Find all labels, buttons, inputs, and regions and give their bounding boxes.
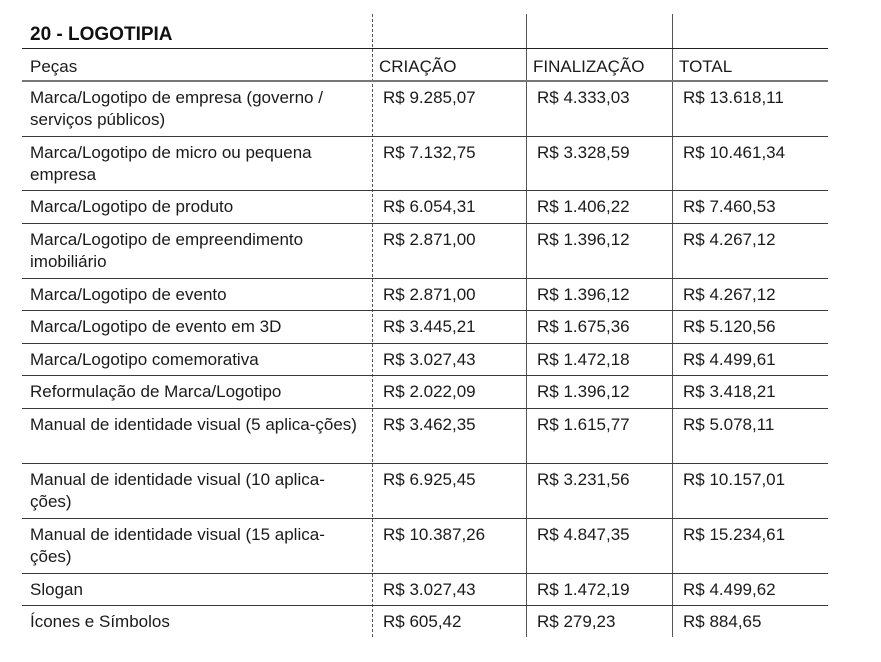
item-name: Marca/Logotipo de evento <box>30 285 227 304</box>
item-name: Marca/Logotipo comemorativa <box>30 350 259 369</box>
table-row: Slogan R$ 3.027,43 R$ 1.472,19 R$ 4.499,… <box>22 574 828 606</box>
finalizacao-value: R$ 4.333,03 <box>537 88 630 107</box>
total-value: R$ 4.267,12 <box>683 285 776 304</box>
total-value: R$ 15.234,61 <box>683 525 786 544</box>
table-row: Manual de identidade visual (15 aplica-ç… <box>22 519 828 574</box>
item-name: Manual de identidade visual (10 aplica-ç… <box>30 470 325 511</box>
total-value: R$ 3.418,21 <box>683 382 776 401</box>
table-row: Marca/Logotipo de evento em 3D R$ 3.445,… <box>22 311 828 344</box>
finalizacao-value: R$ 3.231,56 <box>537 470 630 489</box>
table-row: Ícones e Símbolos R$ 605,42 R$ 279,23 R$… <box>22 606 828 638</box>
finalizacao-value: R$ 1.406,22 <box>537 197 630 216</box>
item-name: Ícones e Símbolos <box>30 612 170 631</box>
item-name: Manual de identidade visual (5 aplica-çõ… <box>30 415 357 434</box>
criacao-value: R$ 3.445,21 <box>383 317 476 336</box>
total-value: R$ 10.157,01 <box>683 470 786 489</box>
criacao-value: R$ 2.022,09 <box>383 382 476 401</box>
item-name: Marca/Logotipo de produto <box>30 197 234 216</box>
finalizacao-value: R$ 1.675,36 <box>537 317 630 336</box>
finalizacao-value: R$ 4.847,35 <box>537 525 630 544</box>
total-value: R$ 4.499,61 <box>683 350 776 369</box>
column-header-finalizacao: FINALIZAÇÃO <box>533 57 645 76</box>
criacao-value: R$ 10.387,26 <box>383 525 486 544</box>
table-header-row: Peças CRIAÇÃO FINALIZAÇÃO TOTAL <box>22 49 828 82</box>
table-row: Marca/Logotipo de empresa (governo / ser… <box>22 82 828 137</box>
criacao-value: R$ 2.871,00 <box>383 230 476 249</box>
item-name: Marca/Logotipo de evento em 3D <box>30 317 282 336</box>
column-header-total: TOTAL <box>679 57 733 76</box>
criacao-value: R$ 605,42 <box>383 612 462 631</box>
table-row: Marca/Logotipo de empreendimento imobili… <box>22 224 828 279</box>
table-row: Marca/Logotipo de evento R$ 2.871,00 R$ … <box>22 279 828 311</box>
section-title: 20 - LOGOTIPIA <box>30 24 173 45</box>
criacao-value: R$ 3.027,43 <box>383 580 476 599</box>
item-name: Slogan <box>30 580 83 599</box>
item-name: Marca/Logotipo de empreendimento imobili… <box>30 230 304 271</box>
criacao-value: R$ 2.871,00 <box>383 285 476 304</box>
criacao-value: R$ 3.462,35 <box>383 415 476 434</box>
total-value: R$ 4.267,12 <box>683 230 776 249</box>
finalizacao-value: R$ 1.396,12 <box>537 285 630 304</box>
column-divider <box>672 14 673 637</box>
finalizacao-value: R$ 1.615,77 <box>537 415 630 434</box>
table-row: Marca/Logotipo comemorativa R$ 3.027,43 … <box>22 344 828 376</box>
total-value: R$ 884,65 <box>683 612 762 631</box>
section-title-row: 20 - LOGOTIPIA <box>22 14 828 49</box>
total-value: R$ 10.461,34 <box>683 143 786 162</box>
column-header-criacao: CRIAÇÃO <box>379 57 457 76</box>
table-row: Manual de identidade visual (10 aplica-ç… <box>22 464 828 519</box>
item-name: Manual de identidade visual (15 aplica-ç… <box>30 525 325 566</box>
total-value: R$ 4.499,62 <box>683 580 776 599</box>
criacao-value: R$ 9.285,07 <box>383 88 476 107</box>
item-name: Reformulação de Marca/Logotipo <box>30 382 282 401</box>
table-row: Marca/Logotipo de produto R$ 6.054,31 R$… <box>22 191 828 224</box>
total-value: R$ 13.618,11 <box>683 88 784 107</box>
finalizacao-value: R$ 279,23 <box>537 612 616 631</box>
price-table: 20 - LOGOTIPIA Peças CRIAÇÃO FINALIZAÇÃO… <box>22 14 828 638</box>
column-divider <box>372 14 373 637</box>
column-divider <box>526 14 527 637</box>
finalizacao-value: R$ 1.396,12 <box>537 382 630 401</box>
finalizacao-value: R$ 1.472,18 <box>537 350 630 369</box>
column-header-pecas: Peças <box>30 57 78 76</box>
total-value: R$ 7.460,53 <box>683 197 776 216</box>
criacao-value: R$ 6.054,31 <box>383 197 476 216</box>
table-row: Reformulação de Marca/Logotipo R$ 2.022,… <box>22 376 828 409</box>
total-value: R$ 5.078,11 <box>683 415 775 434</box>
finalizacao-value: R$ 1.396,12 <box>537 230 630 249</box>
item-name: Marca/Logotipo de empresa (governo / ser… <box>30 88 323 129</box>
finalizacao-value: R$ 3.328,59 <box>537 143 630 162</box>
table-row: Manual de identidade visual (5 aplica-çõ… <box>22 409 828 464</box>
total-value: R$ 5.120,56 <box>683 317 776 336</box>
finalizacao-value: R$ 1.472,19 <box>537 580 630 599</box>
criacao-value: R$ 7.132,75 <box>383 143 476 162</box>
criacao-value: R$ 3.027,43 <box>383 350 476 369</box>
criacao-value: R$ 6.925,45 <box>383 470 476 489</box>
table-row: Marca/Logotipo de micro ou pequena empre… <box>22 137 828 191</box>
item-name: Marca/Logotipo de micro ou pequena empre… <box>30 143 312 184</box>
